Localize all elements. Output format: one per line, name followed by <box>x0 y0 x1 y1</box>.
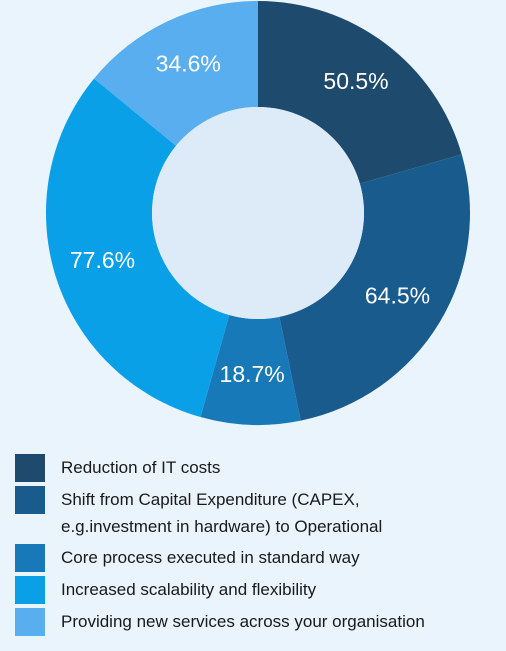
legend-swatch <box>15 608 45 636</box>
legend-swatch <box>15 544 45 572</box>
value-label: 34.6% <box>156 51 221 77</box>
slice <box>45 78 230 418</box>
slice <box>94 1 258 146</box>
value-label: 50.5% <box>323 68 388 94</box>
legend-swatch <box>15 486 45 514</box>
value-label: 64.5% <box>365 282 430 308</box>
legend-item: Reduction of IT costs <box>15 454 425 482</box>
legend-item: Providing new services across your organ… <box>15 608 425 636</box>
legend-label: Reduction of IT costs <box>61 458 221 477</box>
legend: Reduction of IT costs Shift from Capital … <box>15 454 425 640</box>
legend-label: Increased scalability and flexibility <box>61 580 317 599</box>
legend-swatch <box>15 576 45 604</box>
legend-item: Core process executed in standard way <box>15 544 425 572</box>
legend-item: Shift from Capital Expenditure (CAPEX, e… <box>15 486 425 540</box>
legend-swatch <box>15 454 45 482</box>
slice <box>279 154 470 421</box>
value-label: 18.7% <box>220 361 285 387</box>
legend-label: Shift from Capital Expenditure (CAPEX, e… <box>61 490 383 536</box>
legend-item: Increased scalability and flexibility <box>15 576 425 604</box>
chart: 50.5% 64.5% 18.7% 77.6% 34.6% <box>45 1 470 425</box>
slice <box>258 1 462 184</box>
legend-label: Core process executed in standard way <box>61 548 360 567</box>
value-label: 77.6% <box>70 247 135 273</box>
donut-hole <box>152 107 364 319</box>
slice <box>200 315 301 425</box>
legend-label: Providing new services across your organ… <box>61 612 425 631</box>
